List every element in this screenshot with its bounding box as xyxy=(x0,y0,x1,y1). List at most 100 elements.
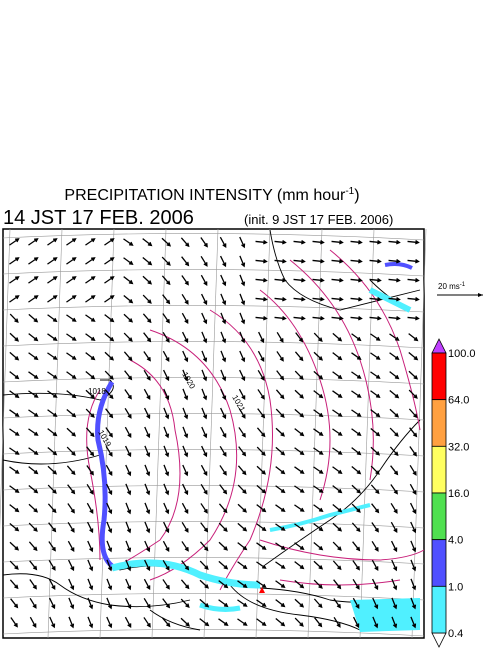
parallel xyxy=(2,485,425,493)
wind-arrow xyxy=(105,464,113,477)
wind-arrow xyxy=(255,297,268,302)
wind-arrow xyxy=(28,352,39,361)
wind-arrow xyxy=(125,502,132,515)
wind-arrow xyxy=(85,408,95,418)
wind-arrow xyxy=(182,350,189,363)
wind-arrow xyxy=(352,616,360,629)
colorbar-segment xyxy=(431,585,447,634)
wind-arrow xyxy=(163,407,170,420)
wind-arrow xyxy=(331,278,344,283)
wind-arrow xyxy=(369,278,382,283)
wind-arrow xyxy=(48,578,56,591)
wind-arrow xyxy=(162,350,170,363)
colorbar-label: 16.0 xyxy=(448,488,469,500)
wind-arrow xyxy=(274,316,287,321)
wind-arrow xyxy=(332,485,343,494)
wind-arrow xyxy=(256,599,267,607)
wind-arrow xyxy=(332,447,343,455)
parallel xyxy=(2,629,425,637)
wind-arrow xyxy=(255,240,268,245)
wind-arrow xyxy=(106,578,113,591)
wind-arrow xyxy=(388,297,401,302)
wind-arrow xyxy=(66,371,77,380)
wind-arrow xyxy=(106,521,113,534)
wind-arrow xyxy=(331,259,344,264)
wind-arrow xyxy=(86,483,94,495)
colorbar-segment xyxy=(431,492,447,541)
wind-arrow xyxy=(144,464,151,477)
wind-arrow xyxy=(237,522,248,532)
wind-arrow xyxy=(389,352,400,361)
wind-arrow xyxy=(274,297,287,302)
precip-band xyxy=(368,287,412,313)
wind-arrow xyxy=(371,540,379,552)
wind-arrow xyxy=(181,256,190,267)
wind-arrow xyxy=(104,295,115,303)
wind-arrow xyxy=(351,503,361,513)
wind-arrow xyxy=(351,522,361,533)
wind-arrow xyxy=(201,312,208,325)
wind-arrow xyxy=(162,579,170,590)
parallel xyxy=(2,413,425,421)
wind-arrow xyxy=(219,236,227,249)
wind-arrow xyxy=(182,369,189,382)
wind-arrow xyxy=(143,597,151,609)
wind-arrow xyxy=(201,388,208,401)
wind-arrow xyxy=(66,408,77,418)
wind-arrow xyxy=(66,238,77,246)
wind-arrow xyxy=(123,257,134,266)
wind-arrow xyxy=(370,409,381,418)
wind-arrow xyxy=(390,465,399,476)
wind-arrow xyxy=(201,331,208,344)
wind-arrow xyxy=(85,238,96,246)
wind-arrow xyxy=(144,540,151,553)
wind-arrow xyxy=(351,333,362,342)
wind-arrow xyxy=(87,540,94,553)
wind-arrow xyxy=(388,278,401,283)
wind-arrow xyxy=(294,561,305,570)
wind-arrow xyxy=(369,259,382,264)
precipitation xyxy=(95,262,420,632)
wind-arrow xyxy=(370,446,381,456)
wind-arrow xyxy=(390,540,398,553)
wind-arrow xyxy=(182,388,189,401)
wind-arrow xyxy=(124,389,132,400)
wind-arrow xyxy=(143,617,151,628)
wind-arrow xyxy=(104,370,114,380)
wind-arrow xyxy=(28,484,39,494)
wind-arrow xyxy=(314,617,323,628)
wind-arrow xyxy=(106,597,113,610)
wind-arrow xyxy=(182,407,189,420)
wind-arrow xyxy=(389,333,400,341)
wind-arrow xyxy=(66,257,77,265)
wind-arrow xyxy=(66,446,76,456)
wind-arrow xyxy=(332,371,343,380)
wind-arrow xyxy=(332,428,343,436)
wind-arrow xyxy=(257,389,265,400)
wind-arrow xyxy=(275,561,286,569)
wind-arrow xyxy=(142,275,153,285)
isobar xyxy=(259,539,425,561)
wind-arrow xyxy=(87,559,94,572)
wind-arrow xyxy=(333,616,341,628)
wind-arrow xyxy=(28,390,39,398)
wind-arrow xyxy=(332,541,342,551)
wind-arrow xyxy=(182,426,189,439)
wind-arrow xyxy=(313,428,324,436)
wind-arrow xyxy=(47,503,57,514)
colorbar-min-triangle xyxy=(431,632,447,648)
wind-arrow xyxy=(144,502,151,515)
wind-arrow xyxy=(182,464,189,477)
wind-arrow xyxy=(47,333,58,341)
wind-arrow xyxy=(313,390,324,399)
wind-arrow xyxy=(163,426,170,439)
wind-arrow xyxy=(274,259,287,264)
wind-arrow xyxy=(106,540,113,553)
wind-arrow xyxy=(180,579,190,590)
wind-arrow xyxy=(104,257,115,265)
wind-arrow xyxy=(294,523,305,531)
wind-arrow xyxy=(86,521,94,534)
wind-arrow xyxy=(181,331,189,344)
wind-arrow xyxy=(162,559,170,571)
title: PRECIPITATION INTENSITY (mm hour-1) xyxy=(64,186,359,204)
